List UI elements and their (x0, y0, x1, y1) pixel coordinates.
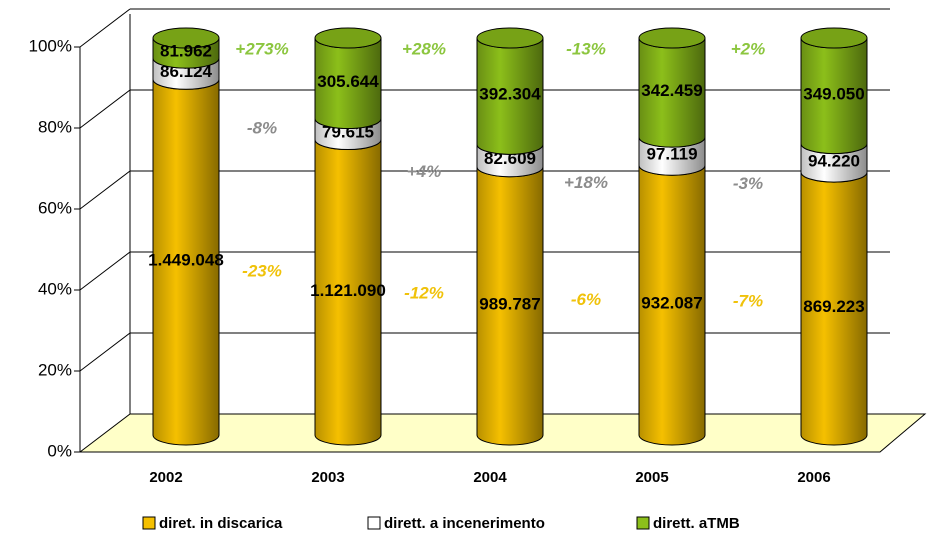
legend-swatch (367, 516, 381, 530)
change-label: -23% (242, 262, 282, 281)
data-label: 869.223 (803, 297, 864, 316)
grid-line (79, 332, 131, 372)
bar-top (152, 27, 220, 49)
x-tick-label: 2002 (149, 469, 182, 486)
legend-swatch (636, 516, 650, 530)
data-label: 94.220 (808, 151, 860, 170)
change-label: +4% (407, 162, 442, 181)
grid-line (79, 89, 131, 129)
legend-label: dirett. aTMB (653, 515, 740, 532)
data-label: 1.449.048 (148, 251, 224, 270)
change-label: +18% (564, 173, 608, 192)
change-label: -7% (733, 291, 763, 310)
bar-top (638, 27, 706, 49)
bar-top (476, 27, 544, 49)
legend-swatch (142, 516, 156, 530)
grid-line (79, 251, 131, 291)
legend-label: dirett. a incenerimento (384, 515, 545, 532)
grid-line (79, 8, 131, 48)
y-tick-label: 60% (38, 198, 72, 217)
change-label: -8% (247, 118, 277, 137)
change-label: +28% (402, 39, 446, 58)
grid-line (79, 170, 131, 210)
change-label: -6% (571, 290, 601, 309)
x-tick-label: 2004 (473, 469, 507, 486)
legend-label: diret. in discarica (159, 515, 283, 532)
change-label: +273% (235, 39, 288, 58)
bar-top (800, 27, 868, 49)
data-label: 81.962 (160, 42, 212, 61)
change-label: -3% (733, 174, 763, 193)
change-label: -13% (566, 39, 606, 58)
change-label: -12% (404, 284, 444, 303)
data-label: 1.121.090 (310, 281, 386, 300)
data-label: 305.644 (317, 72, 379, 91)
data-label: 349.050 (803, 84, 864, 103)
y-tick-label: 100% (29, 36, 72, 55)
data-label: 392.304 (479, 85, 541, 104)
data-label: 342.459 (641, 81, 702, 100)
x-tick-label: 2003 (311, 469, 344, 486)
bar-top (314, 27, 382, 49)
change-label: +2% (731, 39, 766, 58)
data-label: 97.119 (646, 145, 697, 164)
y-tick-label: 40% (38, 279, 72, 298)
x-tick-label: 2006 (797, 469, 830, 486)
x-tick-label: 2005 (635, 469, 668, 486)
data-label: 932.087 (641, 294, 702, 313)
y-tick-label: 0% (47, 441, 72, 460)
data-label: 989.787 (479, 294, 540, 313)
y-tick-label: 80% (38, 117, 72, 136)
y-tick-label: 20% (38, 360, 72, 379)
